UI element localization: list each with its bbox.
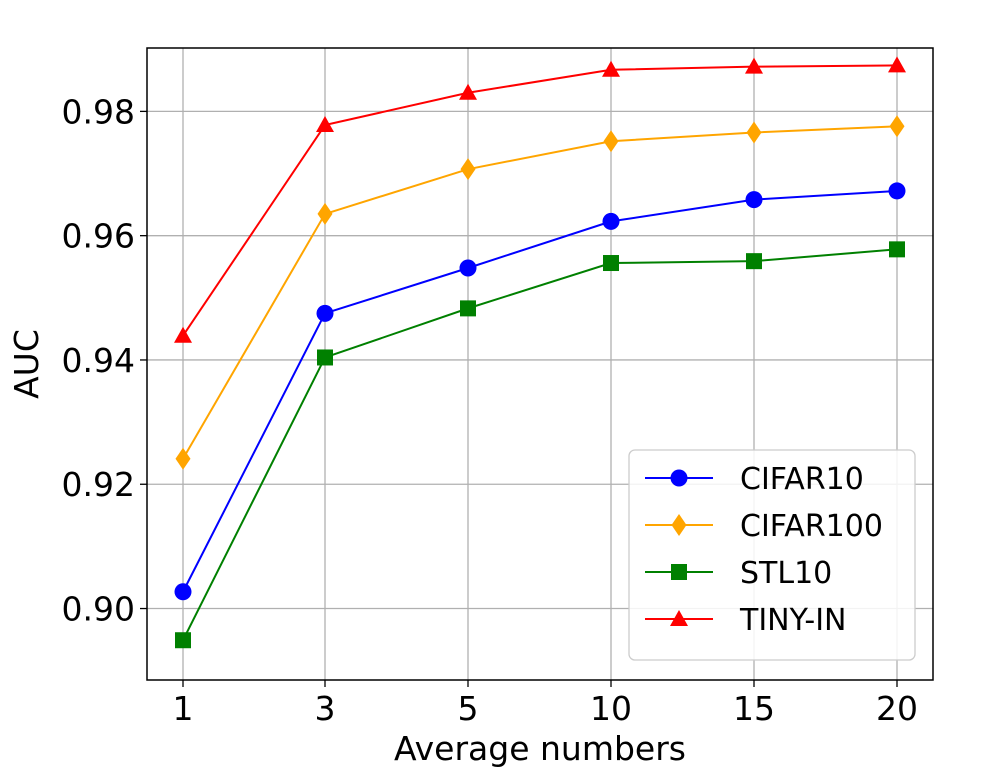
x-tick-label: 10 <box>590 689 632 728</box>
legend-entry-cifar10: CIFAR10 <box>645 462 864 497</box>
y-axis-ticks: 0.90 0.92 0.94 0.96 0.98 <box>62 92 147 629</box>
y-tick-label: 0.90 <box>62 590 135 629</box>
data-point-tiny-in <box>316 116 334 133</box>
data-point-cifar10 <box>174 583 192 601</box>
data-point-stl10 <box>603 255 619 272</box>
legend-entry-tiny-in: TINY-IN <box>645 603 847 638</box>
data-point-stl10 <box>460 300 476 317</box>
legend: CIFAR10 CIFAR100 STL10 TINY-IN <box>628 449 916 661</box>
data-point-tiny-in <box>888 56 906 73</box>
plot-frame <box>146 47 934 681</box>
data-point-tiny-in <box>602 60 620 77</box>
data-point-cifar100 <box>746 121 762 144</box>
legend-marker <box>670 469 688 487</box>
data-point-tiny-in <box>174 326 192 343</box>
legend-label: CIFAR10 <box>740 462 864 497</box>
legend-entry-stl10: STL10 <box>645 556 832 591</box>
series-line-cifar10 <box>182 189 898 593</box>
x-axis-ticks: 1 3 5 10 15 20 <box>173 680 918 728</box>
grid <box>147 48 933 680</box>
series-tiny-in <box>174 56 906 343</box>
series-line-cifar100 <box>182 125 898 460</box>
legend-box <box>628 449 916 661</box>
y-tick-label: 0.92 <box>62 465 135 504</box>
x-tick-label: 5 <box>458 689 479 728</box>
series-cifar10 <box>174 182 906 601</box>
x-tick-label: 20 <box>876 689 918 728</box>
data-point-cifar100 <box>603 130 619 153</box>
x-tick-label: 15 <box>733 689 775 728</box>
y-tick-label: 0.96 <box>62 217 135 256</box>
x-tick-label: 1 <box>173 689 194 728</box>
series-line-tiny-in <box>182 64 898 337</box>
data-point-cifar10 <box>459 259 477 277</box>
y-axis-label: AUC <box>7 329 46 399</box>
series-line-stl10 <box>182 248 898 641</box>
data-point-cifar100 <box>317 202 333 225</box>
legend-label: STL10 <box>740 556 832 591</box>
series-layer <box>174 56 906 649</box>
data-point-tiny-in <box>459 83 477 100</box>
legend-label: CIFAR100 <box>740 509 883 544</box>
data-point-tiny-in <box>745 57 763 74</box>
legend-marker <box>670 610 688 626</box>
series-stl10 <box>175 241 905 649</box>
y-tick-label: 0.98 <box>62 92 135 131</box>
legend-label: TINY-IN <box>739 603 847 638</box>
legend-marker <box>671 514 687 536</box>
data-point-stl10 <box>175 632 191 649</box>
data-point-cifar100 <box>460 158 476 181</box>
data-point-cifar10 <box>316 304 334 322</box>
y-tick-label: 0.94 <box>62 341 135 380</box>
data-point-cifar10 <box>888 182 906 200</box>
data-point-cifar10 <box>602 212 620 230</box>
data-point-cifar100 <box>175 447 191 470</box>
data-point-stl10 <box>317 349 333 366</box>
data-point-stl10 <box>746 253 762 270</box>
x-tick-label: 3 <box>315 689 336 728</box>
data-point-stl10 <box>889 241 905 258</box>
data-point-cifar100 <box>889 115 905 138</box>
legend-marker <box>671 564 687 580</box>
data-point-cifar10 <box>745 191 763 209</box>
legend-entry-cifar100: CIFAR100 <box>645 509 883 544</box>
x-axis-label: Average numbers <box>394 729 686 768</box>
series-cifar100 <box>175 115 905 470</box>
